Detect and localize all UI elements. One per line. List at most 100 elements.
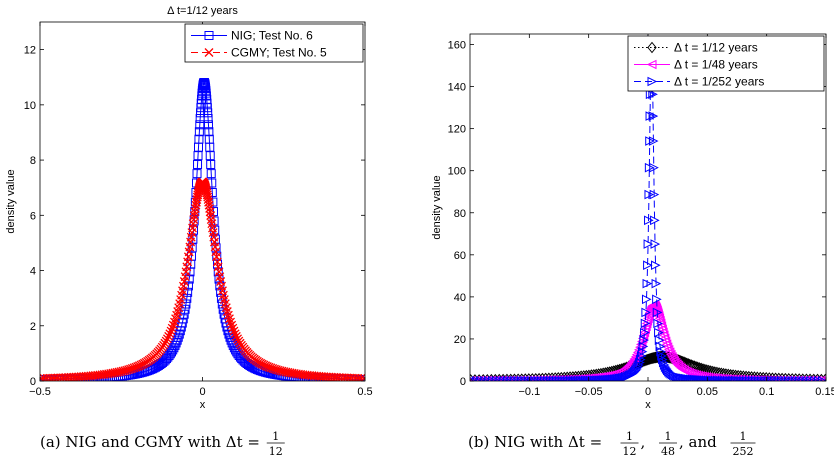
data-point [649, 189, 660, 200]
data-point [643, 260, 653, 271]
data-point [636, 354, 646, 365]
x-tick-label: 0 [645, 386, 651, 398]
data-point [470, 374, 476, 381]
plot-area [40, 78, 365, 381]
data-point [638, 341, 649, 352]
data-point [359, 374, 365, 381]
data-point [167, 323, 177, 333]
data-point [710, 375, 721, 381]
y-tick-label: 40 [454, 292, 466, 304]
caption-frac-num: 1 [272, 430, 279, 443]
legend-marker [204, 31, 214, 40]
legend-marker [646, 59, 657, 70]
data-point [645, 111, 656, 121]
data-point [168, 320, 178, 330]
data-point [643, 313, 653, 324]
data-point [667, 352, 677, 362]
data-point [649, 162, 659, 173]
x-tick-label: −0.1 [518, 386, 540, 398]
y-axis-label: density value [5, 169, 17, 233]
data-point [632, 364, 642, 374]
legend-box [184, 23, 364, 63]
data-point [641, 307, 652, 318]
y-tick-label: 0 [460, 376, 466, 388]
data-point [224, 329, 234, 339]
data-point [713, 375, 723, 381]
data-point [608, 374, 618, 381]
caption-frac-num: 1 [740, 430, 747, 443]
caption-frac-num: 1 [665, 430, 672, 443]
data-point [573, 375, 584, 381]
data-point [652, 307, 663, 318]
caption-sep: , [641, 433, 646, 451]
chart-title: Δ t=1/12 years [167, 5, 238, 17]
data-point [654, 335, 665, 345]
data-point [648, 89, 658, 100]
data-point [641, 294, 652, 305]
data-point [660, 336, 671, 347]
y-tick-label: 160 [448, 40, 466, 52]
data-point [641, 321, 651, 332]
data-point [202, 103, 212, 113]
data-point [205, 203, 215, 213]
data-point [568, 375, 579, 381]
data-point [578, 375, 589, 381]
data-point [356, 373, 365, 381]
data-point [650, 239, 661, 249]
data-point [565, 375, 576, 381]
data-point [194, 127, 204, 137]
data-point [648, 136, 659, 146]
data-point [669, 356, 680, 366]
data-point [708, 375, 719, 381]
legend-label: NIG; Test No. 6 [231, 29, 313, 43]
data-point [661, 364, 672, 374]
data-point [658, 354, 668, 365]
data-point [634, 360, 644, 370]
x-axis-label: x [200, 399, 206, 411]
data-point [206, 159, 216, 169]
data-point [662, 342, 673, 352]
data-point [196, 108, 206, 118]
caption-frac-den: 12 [269, 445, 283, 458]
legend-marker [647, 41, 657, 54]
data-point [204, 127, 214, 137]
data-point [652, 294, 662, 305]
y-tick-label: 2 [30, 321, 36, 333]
data-point [203, 120, 213, 130]
caption-frac-num: 1 [626, 430, 633, 443]
data-point [165, 329, 175, 339]
y-tick-label: 20 [454, 334, 466, 346]
data-point [230, 329, 240, 339]
caption-frac-den: 48 [661, 445, 675, 458]
data-point [639, 335, 649, 345]
x-tick-label: 0.15 [815, 386, 834, 398]
data-point [172, 335, 182, 345]
data-point [749, 371, 760, 381]
caption-text: (b) NIG with Δt = [468, 433, 602, 451]
data-point [161, 336, 171, 346]
data-point [657, 324, 667, 335]
data-point [740, 374, 751, 381]
y-axis-label: density value [431, 175, 443, 239]
x-tick-label: −0.05 [575, 386, 603, 398]
data-point [571, 375, 581, 381]
data-point [195, 120, 205, 130]
chart-b: −0.1 −0.05 0 0.05 0.1 0.15 0 20 40 60 80 100 120 140 1… [431, 33, 834, 458]
data-point [644, 215, 654, 226]
data-point [192, 169, 202, 179]
data-point [171, 338, 181, 348]
data-point [661, 339, 672, 350]
data-point [164, 331, 174, 341]
x-tick-label: 0.5 [357, 386, 372, 398]
data-point [720, 375, 731, 381]
x-axis-label: x [645, 399, 651, 411]
data-point [680, 373, 691, 381]
data-point [755, 371, 765, 381]
legend-marker [204, 48, 214, 57]
data-point [227, 320, 237, 330]
data-point [233, 334, 243, 344]
data-point [654, 327, 664, 338]
data-point [206, 169, 216, 179]
data-point [758, 371, 768, 381]
